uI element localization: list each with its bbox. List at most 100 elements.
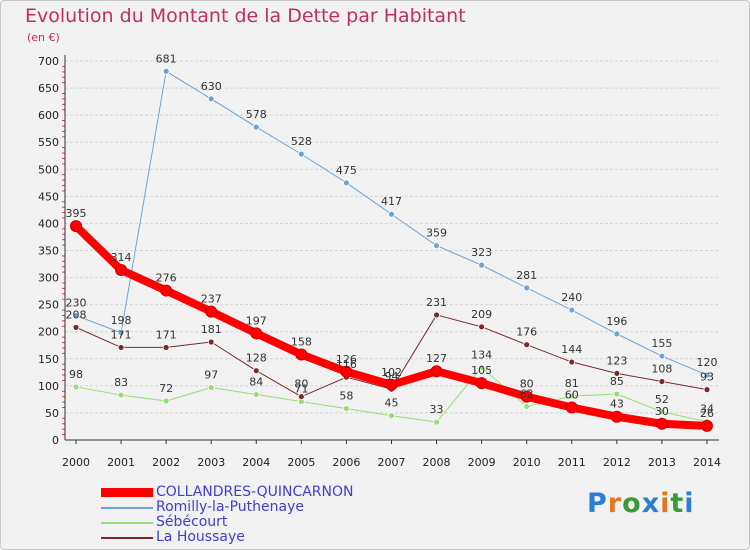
logo-letter: P <box>587 488 608 519</box>
x-tick-label: 2014 <box>693 456 721 469</box>
series-1-point <box>703 371 711 379</box>
y-tick-label: 550 <box>38 136 59 149</box>
y-tick-label: 400 <box>38 217 59 230</box>
series-2-point <box>72 383 80 391</box>
series-2-data-label: 83 <box>114 376 128 389</box>
series-0-point <box>115 263 128 276</box>
series-2-point <box>343 405 350 412</box>
series-2-data-label: 71 <box>294 383 308 396</box>
series-1-data-label: 578 <box>246 108 267 121</box>
logo-letter: t <box>670 488 685 519</box>
series-3-point <box>478 323 486 331</box>
series-0-point <box>70 220 82 233</box>
series-0-data-label: 126 <box>336 353 357 366</box>
series-2-point <box>613 390 621 398</box>
series-0-data-label: 105 <box>471 364 492 377</box>
series-3-point <box>433 311 440 319</box>
axes: 0 50 100 150 200 250 300 350 400 450 500 550 600 650 7… <box>38 55 721 469</box>
series-1-data-label: 359 <box>426 227 447 240</box>
x-tick-label: 2013 <box>648 456 676 469</box>
logo-letter: r <box>607 488 623 519</box>
legend-item: Romilly-la-Puthenaye <box>101 500 353 515</box>
series-3-data-label: 208 <box>66 308 87 321</box>
series-1-data-label: 155 <box>651 337 672 350</box>
logo-letter: x <box>641 488 661 519</box>
series-2-data-label: 72 <box>159 382 173 395</box>
series-1-data-label: 196 <box>606 315 627 328</box>
y-tick-label: 100 <box>38 380 59 393</box>
series-1-point <box>297 150 305 158</box>
series-0-point <box>385 378 398 391</box>
series-3-data-label: 108 <box>651 363 672 376</box>
series-2-data-label: 34 <box>700 403 714 416</box>
series-1-point <box>433 242 440 250</box>
series-3-point <box>207 338 215 346</box>
series-2-data-label: 84 <box>249 376 263 389</box>
legend-label: La Houssaye <box>156 529 245 545</box>
series-1-data-label: 198 <box>111 314 132 327</box>
series-3-point <box>523 341 531 349</box>
series-3-data-label: 94 <box>384 370 398 383</box>
legend-label: COLLANDRES-QUINCARNON <box>156 484 354 500</box>
legend-label: Romilly-la-Puthenaye <box>156 499 304 515</box>
series-2-point <box>433 418 440 426</box>
legend-swatch <box>101 521 153 524</box>
series-2-point <box>568 392 576 400</box>
series-1-data-label: 681 <box>156 52 177 65</box>
series-3-point <box>568 358 576 366</box>
y-tick-label: 700 <box>38 55 59 68</box>
series-2-point <box>388 412 395 420</box>
series-1-point <box>117 329 125 337</box>
series-3-data-label: 93 <box>700 371 714 384</box>
series-1-data-label: 240 <box>561 291 582 304</box>
series-0-point <box>250 327 263 340</box>
y-tick-label: 250 <box>38 299 59 312</box>
legend-item: La Houssaye <box>101 530 353 545</box>
series-0-point <box>655 417 668 430</box>
series-0-data-label: 60 <box>565 389 579 402</box>
series-2-point <box>478 364 486 371</box>
series-0-point <box>430 365 443 378</box>
x-tick-label: 2005 <box>287 456 315 469</box>
series-3-data-label: 171 <box>156 328 177 341</box>
series-2-data-label: 62 <box>520 387 534 400</box>
x-tick-label: 2012 <box>603 456 631 469</box>
y-tick-label: 600 <box>38 109 59 122</box>
series-1-point <box>613 330 621 338</box>
series-3-point <box>613 370 621 377</box>
series-1-point <box>72 312 80 319</box>
series-1-data-label: 528 <box>291 135 312 148</box>
series-1-point <box>207 95 215 103</box>
grid-lines <box>65 60 719 441</box>
y-tick-label: 350 <box>38 245 59 258</box>
series-0-point <box>160 284 173 297</box>
series-0-point <box>565 401 578 414</box>
x-tick-label: 2011 <box>558 456 586 469</box>
series-0-data-label: 395 <box>66 207 87 220</box>
series-2-data-label: 52 <box>655 393 669 406</box>
series-3-data-label: 144 <box>561 343 582 356</box>
y-axis-unit-label: (en €) <box>27 31 60 44</box>
series-3-point <box>162 344 170 351</box>
logo-letter: i <box>660 488 671 519</box>
x-tick-label: 2002 <box>152 456 180 469</box>
series-1-point <box>162 67 170 75</box>
series-3-data-label: 116 <box>336 358 357 371</box>
series-2-data-label: 134 <box>471 348 492 361</box>
series-1-data-label: 630 <box>201 80 222 93</box>
series-0-data-label: 158 <box>291 335 312 348</box>
legend: COLLANDRES-QUINCARNON Romilly-la-Puthenay… <box>101 485 353 545</box>
series-3-data-label: 80 <box>294 378 308 391</box>
series-1-point <box>343 179 350 187</box>
series-2-point <box>658 408 666 416</box>
x-tick-label: 2009 <box>468 456 496 469</box>
y-tick-label: 150 <box>38 353 59 366</box>
x-tick-label: 2004 <box>242 456 270 469</box>
logo-letter: o <box>622 488 642 519</box>
y-tick-label: 650 <box>38 82 59 95</box>
series-1-point <box>388 210 395 218</box>
logo-letter: i <box>684 488 695 519</box>
y-tick-label: 200 <box>38 326 59 339</box>
series-1-point <box>568 306 576 314</box>
